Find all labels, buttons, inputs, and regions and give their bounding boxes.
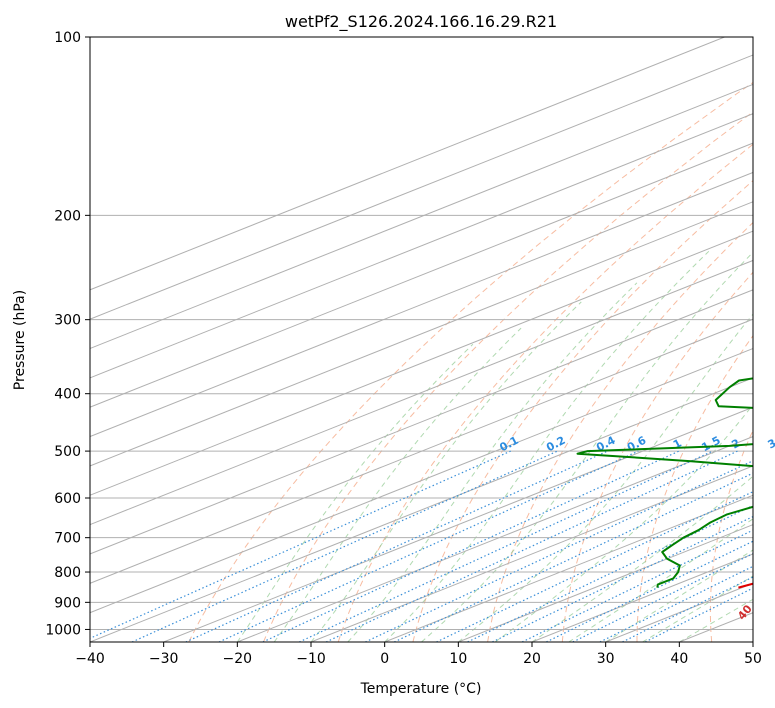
mixing-ratio-line [467,504,753,642]
x-tick-label: −10 [296,651,326,667]
isotherm-line [90,171,753,438]
moist-adiabat-line [421,251,753,642]
mixing-ratio-line [436,491,753,642]
x-tick-label: 10 [449,651,467,667]
mixing-ratio-label: 1 [671,436,684,451]
background-lines [90,37,753,642]
mixing-ratio-line [218,450,639,642]
moist-adiabat-line [457,313,753,642]
isotherm-labels: 0.10.20.40.611.5234681013162025303640 [497,434,775,623]
mixing-ratio-line [185,450,608,642]
moist-adiabat-line [531,475,753,642]
y-tick-label: 400 [54,387,81,403]
y-tick-label: 1000 [45,622,81,638]
isotherm-line [90,318,753,584]
x-tick-label: 40 [670,651,688,667]
isotherm-line [90,230,753,496]
mixing-ratio-lines [90,450,753,642]
mixing-ratio-line [365,460,753,642]
plot-frame [89,36,754,643]
temperature-profile [738,582,753,589]
y-tick-label: 300 [54,313,81,329]
y-tick-label: 900 [54,595,81,611]
mixing-ratio-label: 3 [766,436,775,451]
isotherm-line [90,142,753,408]
moist-adiabat-line [347,282,638,642]
dry-adiabat-line [188,81,753,642]
isotherm-line [90,377,753,642]
mixing-ratio-label: 2 [729,436,742,451]
x-tick-label: 0 [380,651,389,667]
moist-adiabat-line [679,598,753,642]
mixing-ratio-line [644,587,753,642]
dry-adiabat-line [263,111,753,642]
y-tick-label: 700 [54,531,81,547]
isotherm-line [752,641,753,642]
moist-adiabat-line [642,575,753,642]
y-axis-label: Pressure (hPa) [12,290,28,390]
isotherm-line [90,37,725,291]
mixing-ratio-line [572,552,753,642]
isotherm-line [90,259,753,526]
y-tick-label: 500 [54,444,81,460]
x-tick-label: 50 [744,651,762,667]
dry-adiabat-line [709,429,753,642]
isotherm-line [679,612,753,642]
mixing-ratio-line [492,515,753,642]
isotherm-line [90,201,753,467]
y-tick-label: 200 [54,208,81,224]
isotherm-line [237,436,753,642]
isotherm-line [531,553,753,642]
isotherm-label: 40 [735,602,755,622]
isotherm-line [310,465,753,642]
y-tick-label: 600 [54,491,81,507]
dry-adiabat-line [636,334,753,642]
isotherm-line [384,494,753,642]
moist-adiabat-line [494,403,753,642]
x-tick-label: −40 [75,651,105,667]
isotherm-line [90,83,753,350]
mixing-ratio-line [325,450,738,642]
x-axis-label: Temperature (°C) [360,681,482,697]
dry-adiabat-line [561,271,753,642]
mixing-ratio-line [599,565,753,642]
dewpoint-profile [576,377,753,588]
mixing-ratio-line [622,576,753,642]
y-tick-label: 800 [54,565,81,581]
mixing-ratio-line [262,450,680,642]
profile-series [576,377,753,589]
isotherm-line [90,347,753,614]
isotherm-line [90,289,753,555]
isotherm-line [458,524,753,642]
moist-adiabat-line [384,250,710,642]
chart-title: wetPf2_S126.2024.166.16.29.R21 [285,12,557,32]
x-axis-ticks: −40 −30 −20 −10 0 10 20 30 40 50 [75,642,762,667]
dry-adiabat-line [487,221,753,642]
moist-adiabat-line [310,301,582,642]
x-tick-label: 20 [523,651,541,667]
y-tick-label: 100 [54,30,81,46]
mixing-ratio-line [298,450,713,642]
isotherm-line [163,406,753,642]
dry-adiabat-line [412,180,753,642]
x-tick-label: −20 [223,651,253,667]
mixing-ratio-line [131,450,558,642]
isotherm-line [90,113,753,379]
isotherm-line [90,54,753,320]
x-tick-label: 30 [597,651,615,667]
pressure-gridlines [90,37,753,630]
x-tick-label: −30 [149,651,179,667]
moist-adiabat-line [236,343,474,642]
y-axis-ticks: 100 200 300 400 500 600 700 800 900 1000 [45,30,90,638]
